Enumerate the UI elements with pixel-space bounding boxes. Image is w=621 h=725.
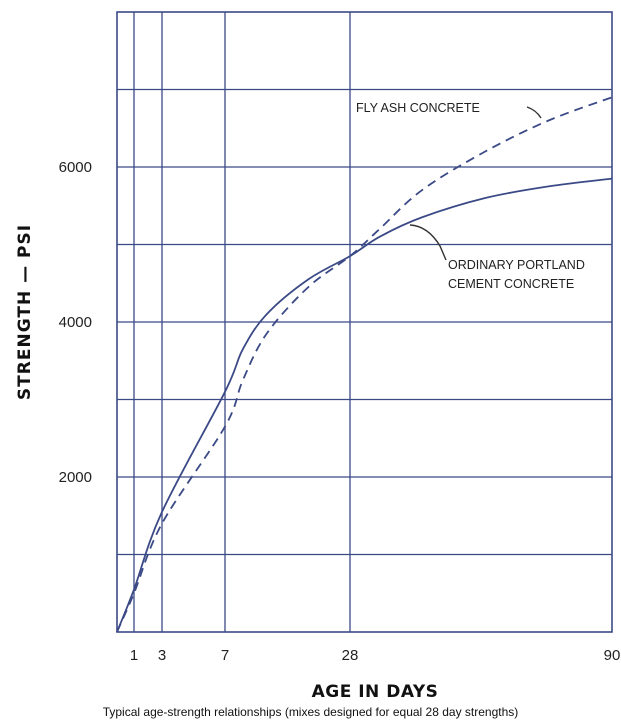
y-axis-label: STRENGTH — PSI	[15, 224, 35, 400]
x-tick-label: 7	[221, 647, 229, 664]
x-tick-labels: 1 3 7 28 90	[130, 647, 621, 664]
x-tick-label: 1	[130, 647, 138, 664]
fly-ash-leader-line	[526, 106, 542, 119]
portland-cement-series-line	[116, 177, 613, 633]
age-strength-chart: 2000 4000 6000 1 3 7 28 90 STRENGTH — PSI AGE …	[15, 11, 621, 700]
y-tick-label: 6000	[59, 159, 92, 176]
opc-annotation-line-1: ORDINARY PORTLAND	[448, 258, 585, 272]
y-tick-labels: 2000 4000 6000	[59, 159, 92, 486]
plot-area-border	[116, 11, 613, 633]
fly-ash-series-line	[116, 96, 613, 633]
y-tick-label: 2000	[59, 469, 92, 486]
x-tick-label: 3	[158, 647, 166, 664]
y-tick-label: 4000	[59, 314, 92, 331]
opc-annotation-line-2: CEMENT CONCRETE	[448, 277, 574, 291]
x-tick-label: 90	[604, 647, 621, 664]
chart-caption: Typical age-strength relationships (mixe…	[102, 705, 519, 719]
opc-leader-line	[409, 224, 447, 261]
fly-ash-annotation: FLY ASH CONCRETE	[356, 101, 480, 115]
x-axis-label: AGE IN DAYS	[312, 682, 439, 700]
x-tick-label: 28	[342, 647, 359, 664]
series-curves	[116, 96, 613, 633]
